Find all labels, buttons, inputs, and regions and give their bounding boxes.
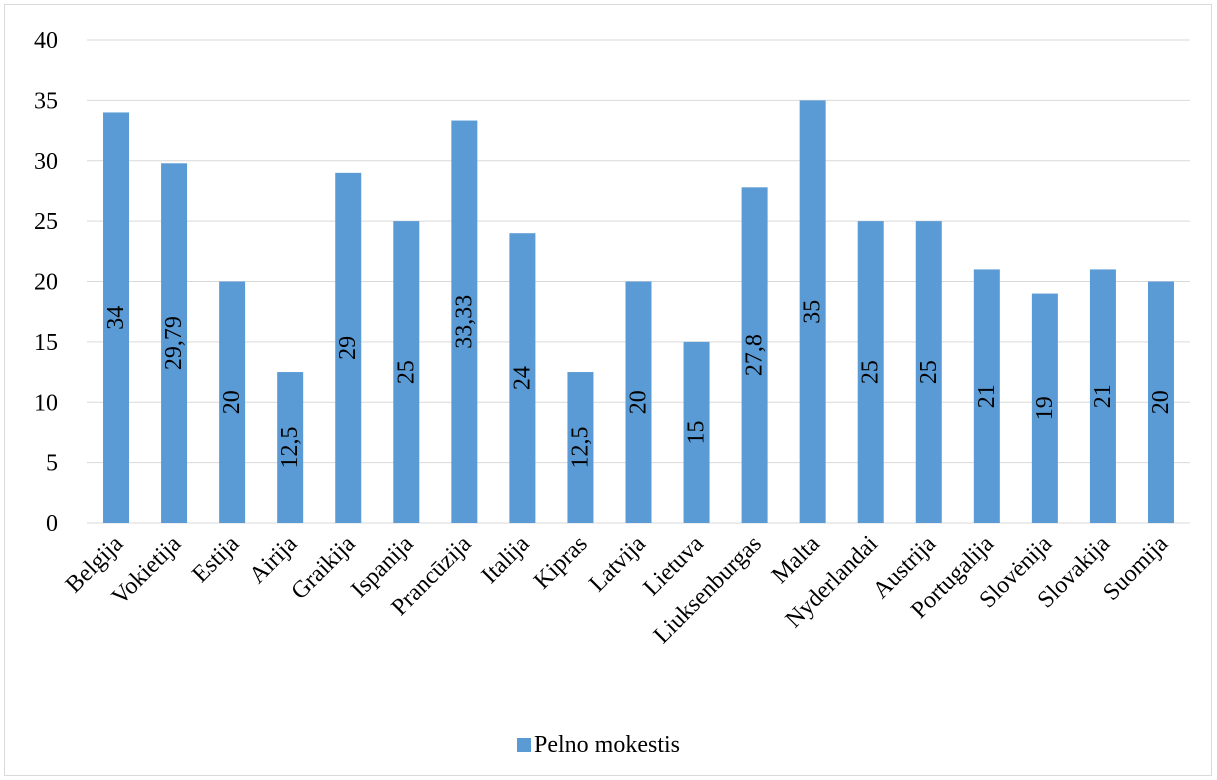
bar — [451, 120, 478, 523]
category-label: Suomija — [1098, 531, 1173, 606]
bar — [393, 221, 420, 523]
bar — [1089, 269, 1116, 523]
data-label: 25 — [916, 360, 942, 384]
bar — [799, 100, 826, 523]
bar — [509, 233, 536, 523]
category-label: Italija — [477, 531, 535, 589]
data-label: 20 — [219, 390, 245, 414]
y-tick-label: 40 — [34, 28, 58, 54]
data-label: 20 — [1148, 390, 1174, 414]
bar — [1031, 293, 1058, 523]
data-label: 33,33 — [451, 295, 477, 349]
data-label: 27,8 — [742, 334, 768, 376]
data-label: 29 — [335, 336, 361, 360]
y-tick-label: 5 — [46, 451, 58, 477]
bar — [741, 187, 768, 523]
y-tick-label: 35 — [34, 88, 58, 114]
bar — [915, 221, 942, 523]
y-tick-label: 0 — [46, 511, 58, 537]
data-label: 35 — [800, 300, 826, 324]
y-tick-label: 30 — [34, 149, 58, 175]
data-label: 21 — [1090, 384, 1116, 408]
bar — [973, 269, 1000, 523]
y-tick-label: 15 — [34, 330, 58, 356]
y-tick-label: 25 — [34, 209, 58, 235]
data-label: 25 — [393, 360, 419, 384]
bar — [161, 163, 188, 523]
data-label: 21 — [974, 384, 1000, 408]
category-label: Latvija — [584, 531, 651, 598]
data-label: 12,5 — [567, 427, 593, 469]
bar — [103, 112, 130, 523]
data-label: 34 — [103, 306, 129, 330]
bar — [1147, 281, 1174, 523]
data-label: 25 — [858, 360, 884, 384]
legend: Pelno mokestis — [517, 732, 680, 758]
y-tick-label: 10 — [34, 390, 58, 416]
y-tick-label: 20 — [34, 270, 58, 296]
bar — [277, 372, 304, 523]
data-label: 19 — [1032, 396, 1058, 420]
data-label: 15 — [684, 420, 710, 444]
bar — [857, 221, 884, 523]
chart-frame — [4, 4, 1212, 776]
data-label: 20 — [626, 390, 652, 414]
bar — [625, 281, 652, 523]
legend-label: Pelno mokestis — [534, 732, 680, 758]
bar — [335, 172, 362, 523]
category-label: Kipras — [529, 531, 593, 595]
data-label: 24 — [509, 366, 535, 390]
bar — [219, 281, 246, 523]
bar — [567, 372, 594, 523]
data-label: 29,79 — [161, 316, 187, 370]
category-label: Estija — [187, 531, 244, 588]
category-label: Graikija — [286, 531, 360, 605]
bar — [683, 341, 710, 523]
data-label: 12,5 — [277, 427, 303, 469]
legend-swatch — [517, 738, 531, 752]
